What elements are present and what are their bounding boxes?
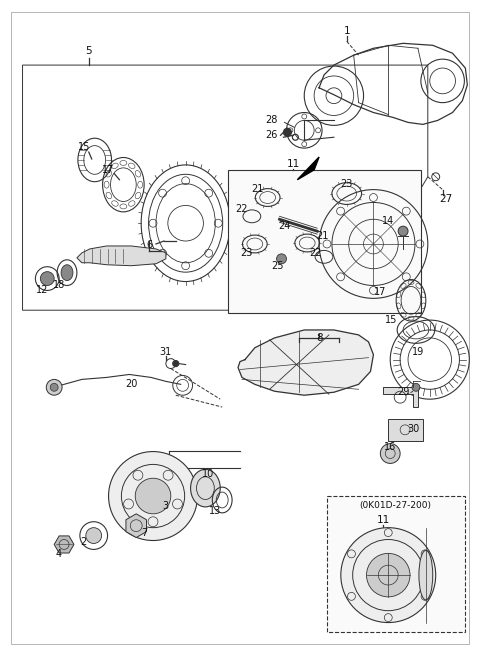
- Polygon shape: [297, 157, 319, 180]
- Circle shape: [398, 226, 408, 236]
- Text: 28: 28: [265, 115, 278, 125]
- Text: 22: 22: [309, 248, 322, 258]
- Circle shape: [276, 254, 287, 264]
- Circle shape: [40, 272, 54, 285]
- Polygon shape: [126, 514, 146, 537]
- Text: 12: 12: [36, 285, 48, 295]
- Circle shape: [341, 527, 436, 623]
- Text: 5: 5: [85, 46, 92, 56]
- Circle shape: [50, 383, 58, 391]
- Text: 23: 23: [241, 248, 253, 258]
- Polygon shape: [238, 330, 373, 395]
- Circle shape: [367, 554, 410, 597]
- Text: 24: 24: [278, 221, 291, 231]
- Text: 20: 20: [125, 379, 137, 390]
- Bar: [228, 170, 421, 313]
- Bar: [388, 419, 423, 441]
- Polygon shape: [54, 536, 74, 553]
- Polygon shape: [77, 246, 166, 266]
- Text: 8: 8: [316, 333, 323, 343]
- Text: 17: 17: [374, 287, 386, 297]
- Text: 31: 31: [160, 347, 172, 357]
- Text: 26: 26: [265, 131, 278, 140]
- Text: 13: 13: [209, 506, 221, 516]
- Bar: [327, 496, 466, 632]
- Text: 23: 23: [341, 178, 353, 189]
- Text: 25: 25: [271, 260, 284, 271]
- Text: 19: 19: [412, 347, 424, 357]
- Text: 15: 15: [385, 315, 397, 325]
- Circle shape: [86, 527, 102, 543]
- Text: 11: 11: [287, 159, 300, 169]
- Text: 30: 30: [407, 424, 419, 434]
- Text: 10: 10: [202, 469, 215, 480]
- Text: 21: 21: [252, 184, 264, 194]
- Circle shape: [108, 451, 197, 541]
- Text: 22: 22: [236, 205, 248, 215]
- Ellipse shape: [419, 550, 433, 600]
- Text: 29: 29: [397, 387, 409, 398]
- Text: 14: 14: [382, 216, 395, 226]
- Text: 7: 7: [141, 527, 147, 538]
- Text: 16: 16: [384, 441, 396, 451]
- Text: 6: 6: [146, 240, 152, 250]
- Circle shape: [46, 379, 62, 395]
- Text: 27: 27: [439, 194, 452, 203]
- Polygon shape: [384, 387, 418, 407]
- Text: (0K01D-27-200): (0K01D-27-200): [359, 501, 431, 510]
- Text: 15: 15: [78, 142, 90, 152]
- Circle shape: [412, 383, 420, 391]
- Text: 11: 11: [377, 515, 390, 525]
- Text: 18: 18: [53, 281, 65, 291]
- Ellipse shape: [61, 265, 73, 281]
- Text: 2: 2: [81, 537, 87, 548]
- Circle shape: [173, 361, 179, 367]
- Text: 3: 3: [163, 501, 169, 511]
- Text: 17: 17: [102, 165, 115, 175]
- Text: 21: 21: [316, 231, 328, 241]
- Circle shape: [135, 478, 171, 514]
- Text: 4: 4: [55, 549, 61, 560]
- Ellipse shape: [191, 469, 220, 507]
- Circle shape: [380, 443, 400, 463]
- Circle shape: [284, 129, 291, 136]
- Text: 1: 1: [343, 26, 350, 37]
